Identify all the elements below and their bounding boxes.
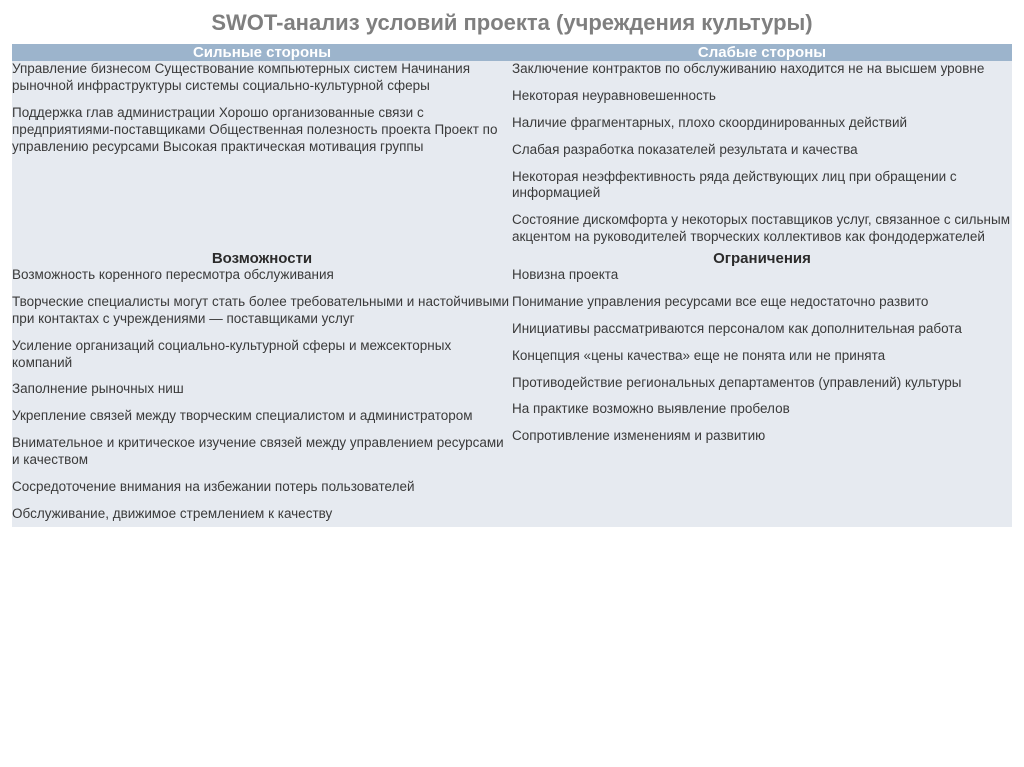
list-item: Усиление организаций социально-культурно…: [12, 338, 512, 372]
cell-opportunities: Возможность коренного пересмотра обслужи…: [12, 267, 512, 527]
list-item: Понимание управления ресурсами все еще н…: [512, 294, 1012, 311]
list-item: Управление бизнесом Существование компью…: [12, 61, 512, 95]
list-item: Некоторая неуравновешенность: [512, 88, 1012, 105]
cell-weaknesses: Заключение контрактов по обслуживанию на…: [512, 61, 1012, 250]
header-weaknesses: Слабые стороны: [512, 44, 1012, 61]
list-item: На практике возможно выявление пробелов: [512, 401, 1012, 418]
list-item: Некоторая неэффективность ряда действующ…: [512, 169, 1012, 203]
list-item: Сопротивление изменениям и развитию: [512, 428, 1012, 445]
swot-table: Сильные стороны Слабые стороны Управлени…: [12, 44, 1012, 527]
list-item: Противодействие региональных департамент…: [512, 375, 1012, 392]
list-item: Поддержка глав администрации Хорошо орга…: [12, 105, 512, 156]
list-item: Новизна проекта: [512, 267, 1012, 284]
cell-strengths: Управление бизнесом Существование компью…: [12, 61, 512, 250]
list-item: Заключение контрактов по обслуживанию на…: [512, 61, 1012, 78]
list-item: Наличие фрагментарных, плохо скоординиро…: [512, 115, 1012, 132]
list-item: Сосредоточение внимания на избежании пот…: [12, 479, 512, 496]
list-item: Инициативы рассматриваются персоналом ка…: [512, 321, 1012, 338]
header-strengths: Сильные стороны: [12, 44, 512, 61]
list-item: Творческие специалисты могут стать более…: [12, 294, 512, 328]
list-item: Заполнение рыночных ниш: [12, 381, 512, 398]
page-title: SWOT-анализ условий проекта (учреждения …: [0, 0, 1024, 44]
list-item: Слабая разработка показателей результата…: [512, 142, 1012, 159]
header-threats: Ограничения: [512, 250, 1012, 267]
list-item: Внимательное и критическое изучение связ…: [12, 435, 512, 469]
list-item: Состояние дискомфорта у некоторых постав…: [512, 212, 1012, 246]
list-item: Концепция «цены качества» еще не понята …: [512, 348, 1012, 365]
cell-threats: Новизна проекта Понимание управления рес…: [512, 267, 1012, 527]
list-item: Возможность коренного пересмотра обслужи…: [12, 267, 512, 284]
list-item: Обслуживание, движимое стремлением к кач…: [12, 506, 512, 523]
list-item: Укрепление связей между творческим специ…: [12, 408, 512, 425]
header-opportunities: Возможности: [12, 250, 512, 267]
